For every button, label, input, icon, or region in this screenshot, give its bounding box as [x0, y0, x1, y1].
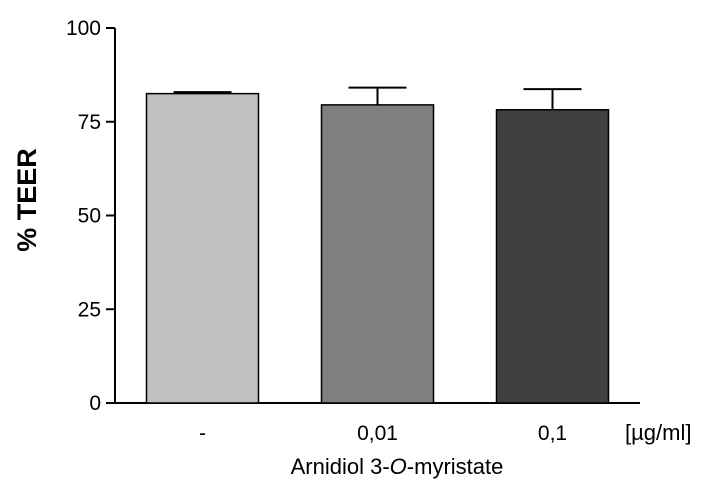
y-axis-title: % TEER — [12, 148, 42, 252]
x-axis-title-prefix: Arnidiol 3- — [291, 454, 390, 479]
x-tick-label: - — [199, 422, 206, 445]
bar — [145, 92, 260, 404]
bar — [495, 109, 610, 404]
bar — [320, 104, 435, 404]
x-tick-label: 0,01 — [357, 422, 398, 445]
ticks-group: 0 25 50 75 100 - 0,01 0,1 — [66, 17, 567, 445]
y-tick-label: 75 — [78, 111, 101, 134]
y-tick-label: 100 — [66, 17, 101, 40]
x-axis-title-italic: O — [390, 454, 407, 479]
unit-label: [µg/ml] — [625, 420, 691, 445]
y-tick-label: 50 — [78, 205, 101, 228]
error-bars-group — [173, 86, 582, 110]
bars-group — [145, 92, 610, 404]
y-tick-label: 0 — [89, 392, 101, 415]
x-axis-title-suffix: -myristate — [407, 454, 504, 479]
x-tick-label: 0,1 — [538, 422, 567, 445]
y-tick-label: 25 — [78, 298, 101, 321]
x-axis-title: Arnidiol 3-O-myristate — [291, 454, 504, 479]
